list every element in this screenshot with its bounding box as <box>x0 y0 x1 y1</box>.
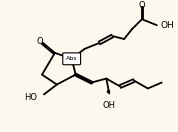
Text: HO: HO <box>24 93 37 102</box>
FancyBboxPatch shape <box>63 53 81 65</box>
Text: O: O <box>139 1 145 10</box>
Text: Abs: Abs <box>66 56 77 61</box>
Text: O: O <box>37 37 43 46</box>
Text: OH: OH <box>161 21 174 30</box>
Text: OH: OH <box>103 101 116 110</box>
